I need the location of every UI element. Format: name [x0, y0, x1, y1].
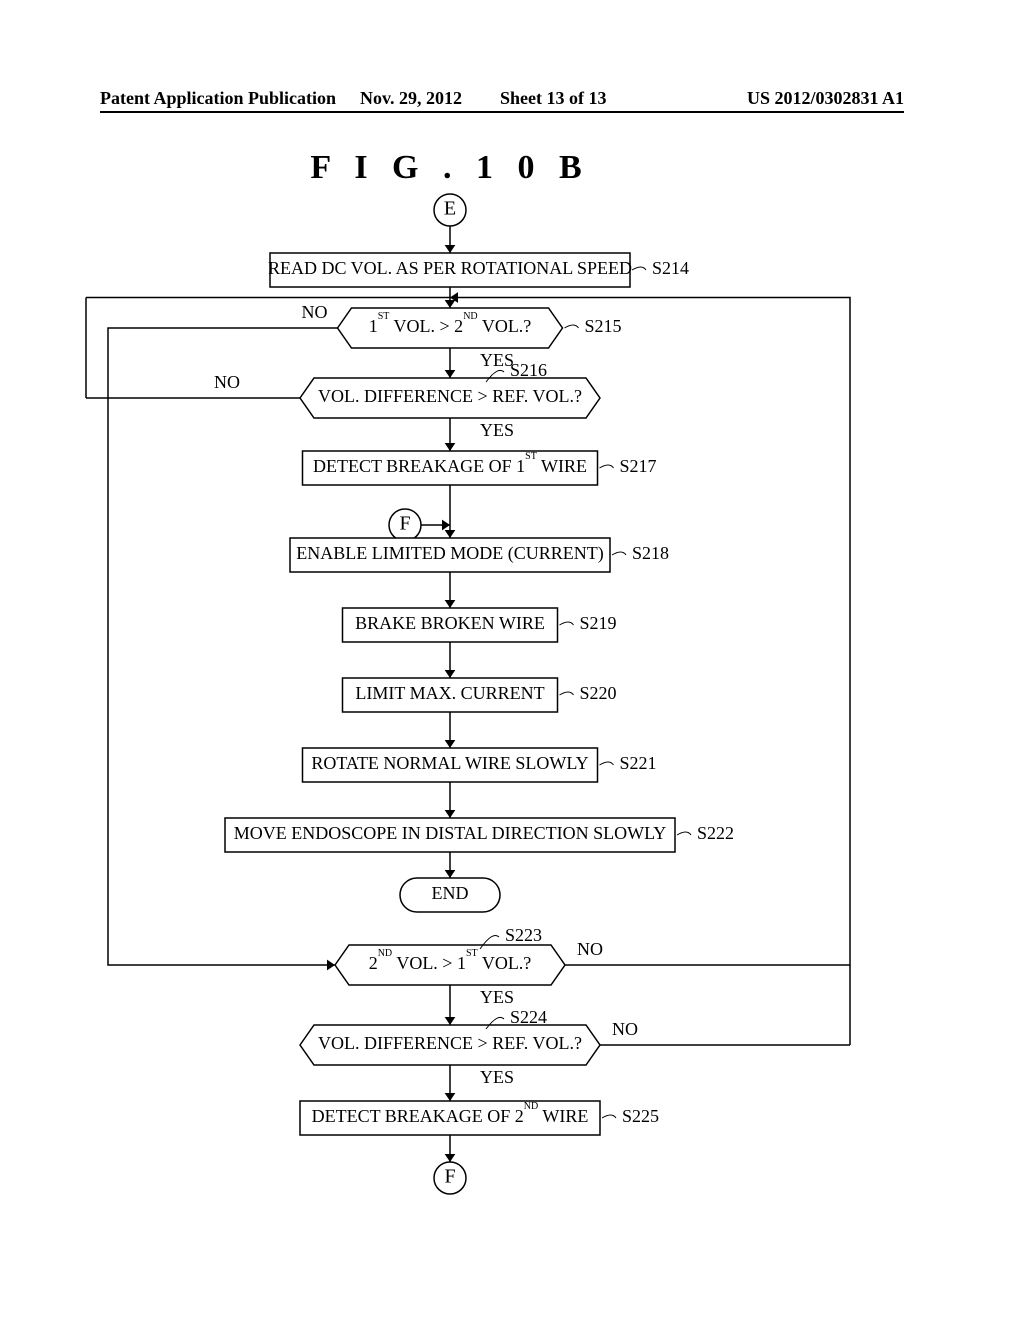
svg-text:VOL. DIFFERENCE > REF. VOL.?: VOL. DIFFERENCE > REF. VOL.? [318, 386, 582, 406]
svg-text:S220: S220 [580, 683, 617, 703]
svg-text:F I G . 1 0 B: F I G . 1 0 B [310, 149, 589, 186]
svg-text:NO: NO [577, 939, 603, 959]
svg-text:YES: YES [480, 1067, 514, 1087]
svg-text:S223: S223 [505, 925, 542, 945]
svg-text:S215: S215 [585, 316, 622, 336]
svg-text:S214: S214 [652, 258, 689, 278]
svg-text:ROTATE NORMAL WIRE SLOWLY: ROTATE NORMAL WIRE SLOWLY [311, 753, 588, 773]
svg-text:YES: YES [480, 350, 514, 370]
svg-text:S222: S222 [697, 823, 734, 843]
svg-text:NO: NO [302, 302, 328, 322]
svg-text:READ DC VOL. AS PER ROTATIONAL: READ DC VOL. AS PER ROTATIONAL SPEED [268, 258, 632, 278]
svg-text:YES: YES [480, 420, 514, 440]
svg-text:END: END [432, 883, 469, 903]
svg-text:VOL. DIFFERENCE > REF. VOL.?: VOL. DIFFERENCE > REF. VOL.? [318, 1033, 582, 1053]
svg-text:YES: YES [480, 987, 514, 1007]
svg-text:BRAKE BROKEN WIRE: BRAKE BROKEN WIRE [355, 613, 545, 633]
svg-text:S218: S218 [632, 543, 669, 563]
flowchart-svg: F I G . 1 0 B E READ DC VOL. AS PER ROTATI… [0, 0, 1024, 1320]
svg-text:ENABLE LIMITED MODE (CURRENT): ENABLE LIMITED MODE (CURRENT) [296, 543, 603, 564]
svg-text:S217: S217 [620, 456, 657, 476]
svg-text:E: E [444, 198, 456, 220]
svg-text:S219: S219 [580, 613, 617, 633]
svg-text:S224: S224 [510, 1007, 547, 1027]
svg-text:LIMIT MAX. CURRENT: LIMIT MAX. CURRENT [355, 683, 544, 703]
svg-text:S225: S225 [622, 1106, 659, 1126]
svg-text:NO: NO [612, 1019, 638, 1039]
svg-text:MOVE ENDOSCOPE IN DISTAL DIREC: MOVE ENDOSCOPE IN DISTAL DIRECTION SLOWL… [234, 823, 667, 843]
svg-text:F: F [399, 513, 410, 535]
svg-text:S221: S221 [620, 753, 657, 773]
svg-text:NO: NO [214, 372, 240, 392]
svg-text:S216: S216 [510, 360, 547, 380]
svg-text:F: F [444, 1166, 455, 1188]
